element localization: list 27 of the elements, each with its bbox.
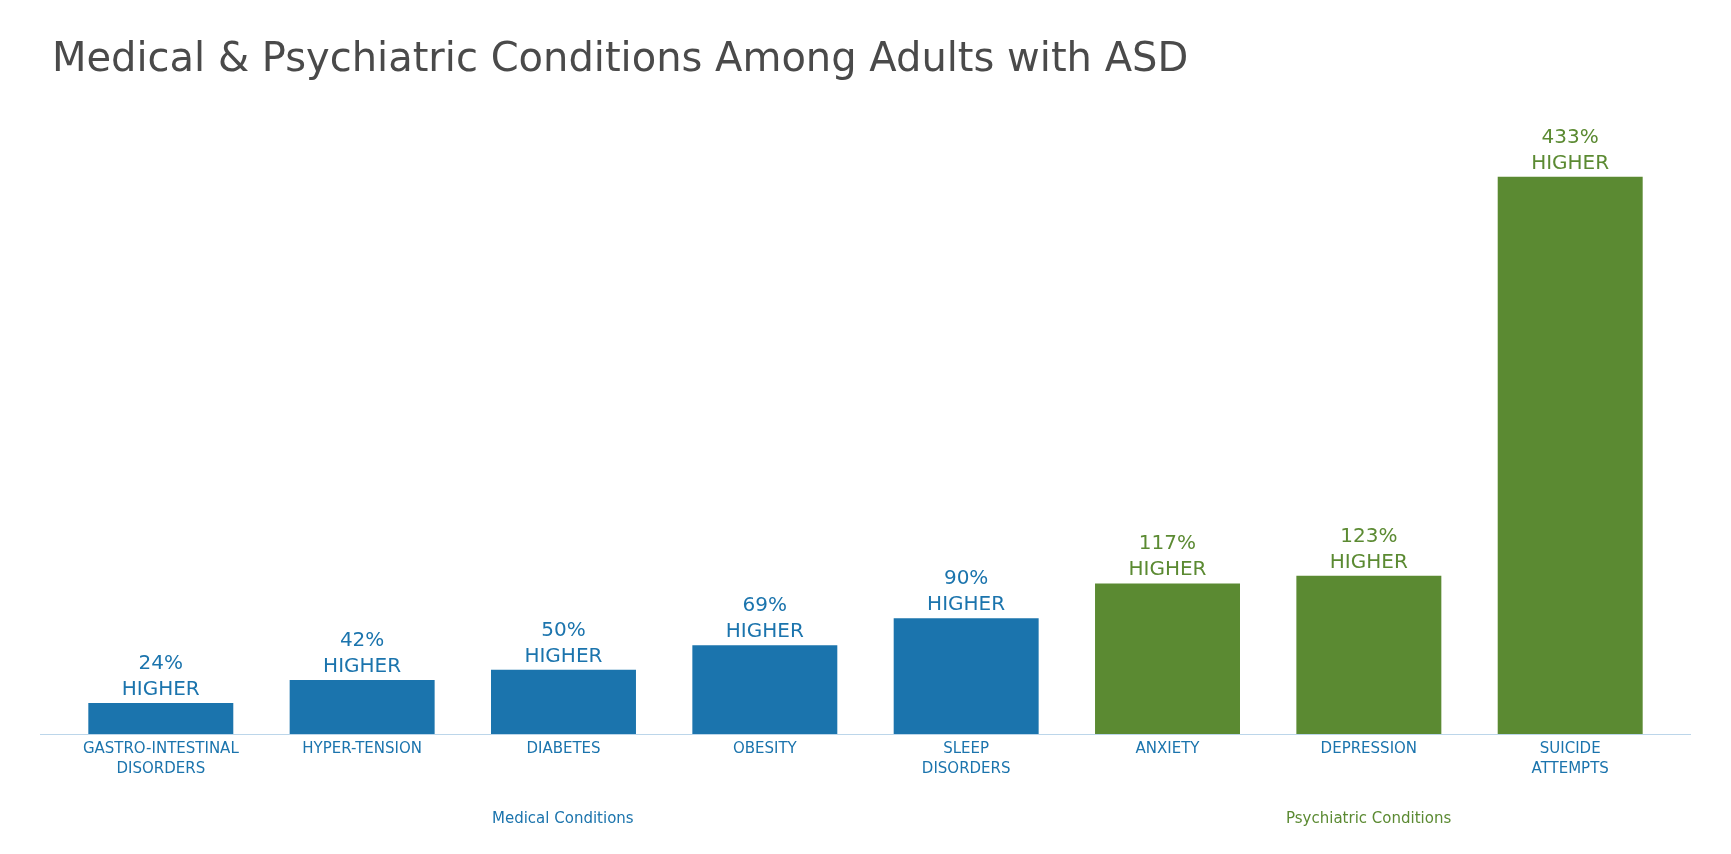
bar	[893, 618, 1039, 734]
data-label: 24% HIGHER	[121, 650, 200, 701]
bar	[1296, 575, 1442, 734]
data-label: 42% HIGHER	[323, 626, 402, 677]
data-label: 117% HIGHER	[1128, 530, 1207, 581]
text: Medical Conditions	[492, 809, 634, 827]
bar	[1095, 583, 1240, 734]
x-tick-label: ANXIETY	[1135, 739, 1201, 757]
bar	[88, 703, 234, 734]
x-tick-label: SUICIDE ATTEMPTS	[1531, 739, 1609, 777]
data-label: 50% HIGHER	[524, 616, 603, 667]
data-label: 123% HIGHER	[1329, 522, 1408, 573]
x-tick-label: SLEEP DISORDERS	[921, 739, 1011, 777]
bar	[491, 669, 636, 734]
x-tick-label: OBESITY	[732, 739, 798, 757]
bar	[289, 679, 435, 734]
data-label: 90% HIGHER	[927, 565, 1006, 616]
x-tick-label: GASTRO-INTESTINAL DISORDERS	[82, 739, 240, 777]
text: Psychiatric Conditions	[1286, 809, 1452, 827]
x-tick-label: HYPER-TENSION	[302, 739, 422, 757]
x-tick-label: DEPRESSION	[1320, 739, 1418, 757]
bar	[1497, 176, 1643, 734]
chart-title: Medical & Psychiatric Conditions Among Adults with ASD	[51, 33, 1189, 80]
bar	[692, 645, 838, 734]
data-label: 433% HIGHER	[1531, 123, 1610, 174]
x-tick-label: DIABETES	[526, 739, 601, 757]
data-label: 69% HIGHER	[725, 592, 804, 643]
